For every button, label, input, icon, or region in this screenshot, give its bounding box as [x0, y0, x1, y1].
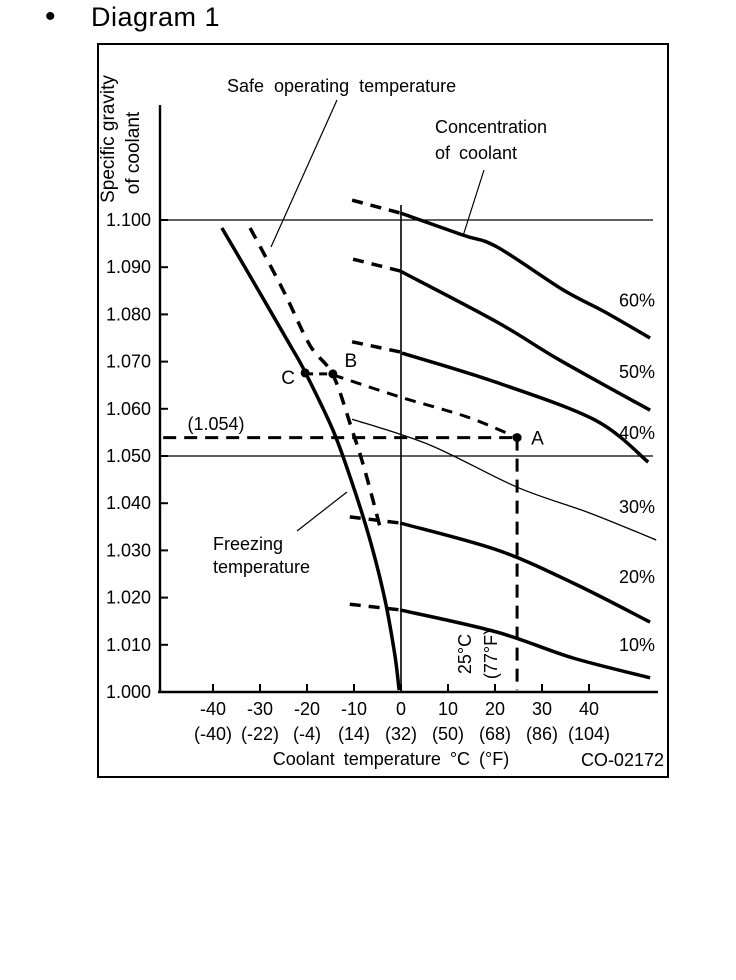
page-title: Diagram 1 [91, 2, 221, 32]
y-tick-label: 1.050 [106, 446, 151, 466]
concentration-label-10%: 10% [619, 635, 655, 655]
concentration-label-30%: 30% [619, 497, 655, 517]
point-dot-B [328, 369, 338, 379]
x-tick-label-celsius: -10 [341, 699, 367, 719]
gravity-callout: (1.054) [187, 414, 244, 434]
point-label-C: C [281, 368, 295, 389]
concentration-label-50%: 50% [619, 362, 655, 382]
y-axis-title-line2: of coolant [123, 111, 144, 194]
x-tick-label-celsius: 0 [396, 699, 406, 719]
x-tick-label-celsius: 30 [532, 699, 552, 719]
freezing-label-line2: temperature [213, 557, 310, 577]
x-axis-title: Coolant temperature °C (°F) [273, 749, 509, 769]
concentration-curve-intro-50% [352, 257, 401, 273]
figure-border [97, 43, 669, 778]
safe-operating-leader [270, 99, 338, 248]
y-tick-label: 1.090 [106, 257, 151, 277]
concentration-title-line1: Concentration [435, 117, 547, 137]
concentration-curve-intro-20% [349, 515, 401, 525]
concentration-label-40%: 40% [619, 423, 655, 443]
concentration-curve-20% [399, 521, 651, 624]
freezing-temperature-curve [220, 227, 401, 691]
point-dot-C [300, 368, 310, 378]
x-tick-label-celsius: 40 [579, 699, 599, 719]
x-tick-label-celsius: 10 [438, 699, 458, 719]
concentration-label-20%: 20% [619, 567, 655, 587]
x-tick-label-celsius: -20 [294, 699, 320, 719]
x-tick-label-fahrenheit: (32) [385, 724, 417, 744]
concentration-curve-intro-40% [351, 340, 402, 354]
freezing-leader [296, 491, 348, 532]
y-tick-label: 1.040 [106, 493, 151, 513]
x-tick-label-fahrenheit: (-4) [293, 724, 321, 744]
freezing-label-line1: Freezing [213, 534, 283, 554]
figure-code: CO-02172 [581, 750, 664, 770]
y-tick-label: 1.070 [106, 352, 151, 372]
concentration-title-line2: of coolant [435, 143, 517, 163]
x-tick-label-fahrenheit: (68) [479, 724, 511, 744]
y-tick-label: 1.030 [106, 540, 151, 560]
x-tick-label-celsius: 20 [485, 699, 505, 719]
y-tick-label: 1.020 [106, 588, 151, 608]
concentration-leader [462, 169, 485, 237]
y-tick-label: 1.100 [106, 210, 151, 230]
guide-b-to-a [332, 373, 518, 439]
x-tick-label-fahrenheit: (-22) [241, 724, 279, 744]
x-tick-label-fahrenheit: (-40) [194, 724, 232, 744]
safe-operating-temperature-curve [248, 227, 383, 531]
point-dot-A [512, 433, 522, 443]
y-tick-label: 1.000 [106, 682, 151, 702]
y-axis-title-line1: Specific gravity [98, 75, 119, 203]
concentration-label-60%: 60% [619, 291, 655, 311]
concentration-curve-60% [399, 211, 651, 340]
concentration-curve-10% [399, 608, 651, 680]
y-tick-label: 1.060 [106, 399, 151, 419]
x-tick-label-fahrenheit: (14) [338, 724, 370, 744]
y-tick-label: 1.010 [106, 635, 151, 655]
bullet-icon: • [45, 0, 56, 33]
temp-callout-line2: (77°F) [481, 629, 501, 679]
page-heading: • Diagram 1 [0, 0, 736, 40]
concentration-curve-intro-60% [351, 198, 401, 215]
x-tick-label-fahrenheit: (50) [432, 724, 464, 744]
x-tick-label-fahrenheit: (104) [568, 724, 610, 744]
x-tick-label-celsius: -40 [200, 699, 226, 719]
concentration-curve-intro-10% [349, 602, 401, 612]
x-tick-label-fahrenheit: (86) [526, 724, 558, 744]
concentration-curve-50% [399, 269, 651, 412]
point-label-A: A [531, 429, 544, 450]
concentration-curve-40% [401, 351, 650, 464]
x-tick-label-celsius: -30 [247, 699, 273, 719]
point-label-B: B [345, 351, 358, 372]
temp-callout-line1: 25°C [455, 634, 475, 674]
y-tick-label: 1.080 [106, 304, 151, 324]
safe-operating-label: Safe operating temperature [227, 76, 456, 96]
